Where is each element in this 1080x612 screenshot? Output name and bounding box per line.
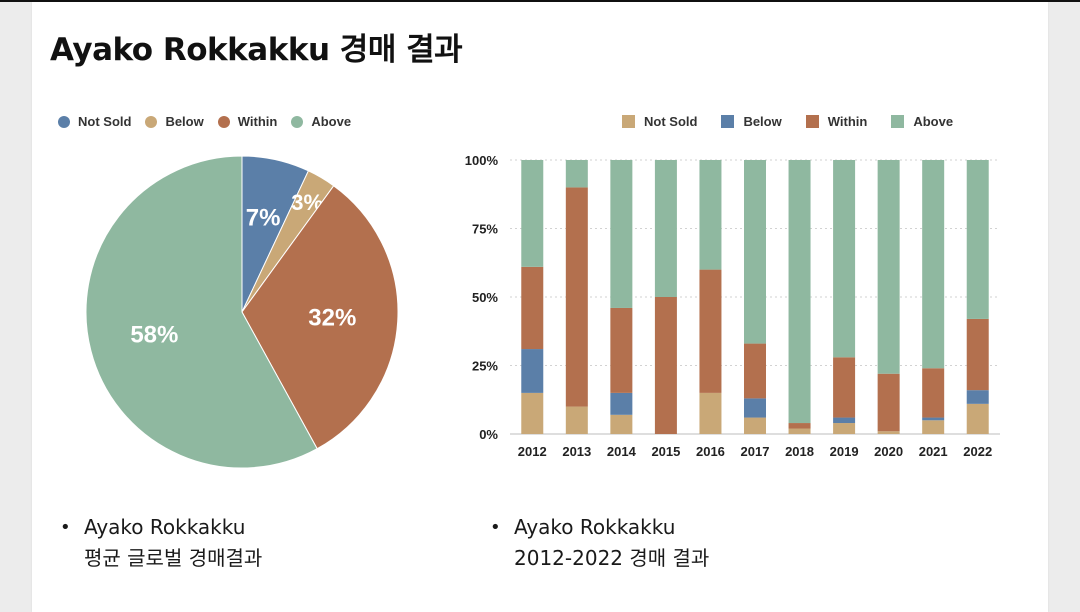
legend-label: Below [165,114,204,129]
bar-segment-above [610,160,633,308]
top-border [0,0,1080,2]
legend-swatch [58,115,70,128]
legend-swatch [291,115,304,128]
legend-swatch [217,115,230,128]
bar-segment-above [654,160,677,297]
bar-legend-above: Above [891,114,953,129]
x-tick-label: 2022 [963,444,992,459]
y-tick-label: 0% [479,427,498,442]
bar-segment-above [966,160,989,319]
y-tick-label: 50% [472,290,498,305]
pie-value-label: 32% [308,305,356,332]
x-tick-label: 2017 [741,444,770,459]
bar-legend-below: Below [721,114,782,129]
bar-segment-not-sold [610,414,633,434]
bar-segment-within [744,343,766,399]
x-tick-label: 2012 [518,444,547,459]
bar-segment-above [744,160,766,344]
y-tick-label: 75% [472,222,498,237]
bar-segment-within [788,423,811,429]
bar-segment-above [565,160,588,188]
pie-legend-above: Above [291,114,351,129]
bullet-line-1: Ayako Rokkakku [514,515,676,539]
bar-segment-not-sold [565,406,588,434]
pie-legend-below: Below [145,114,204,129]
bar-legend-within: Within [805,114,868,129]
legend-label: Within [827,114,868,129]
bar-segment-below [966,390,989,404]
bar-segment-below [744,398,766,418]
bullet-dot: • [60,517,71,538]
bar-segment-below [833,417,856,424]
x-tick-label: 2018 [785,444,814,459]
bullet-bar-caption: • Ayako Rokkakku 2012-2022 경매 결과 [490,512,710,574]
legend-swatch [721,115,735,128]
y-tick-label: 100% [465,153,499,168]
pie-value-label: 7% [246,205,281,232]
bar-segment-not-sold [699,392,722,434]
legend-swatch [145,115,158,128]
legend-label: Above [913,114,954,129]
bar-segment-not-sold [922,420,945,434]
bullet-line-2: 2012-2022 경매 결과 [514,546,710,570]
bar-segment-above [521,160,544,267]
x-tick-label: 2013 [562,444,591,459]
legend-swatch [622,115,635,128]
x-tick-label: 2020 [874,444,903,459]
bar-segment-within [877,373,900,432]
bar-segment-within [699,269,722,393]
bullet-line-1: Ayako Rokkakku [84,515,246,539]
legend-label: Not Sold [644,114,698,129]
bar-segment-below [922,417,945,421]
bar-segment-not-sold [521,392,544,434]
pie-value-label: 58% [130,322,178,349]
bar-segment-above [877,160,900,374]
pie-legend-not-sold: Not Sold [58,114,131,129]
bar-segment-within [565,187,588,407]
bullet-dot: • [490,517,501,538]
bar-segment-not-sold [966,403,989,434]
x-tick-label: 2014 [607,444,637,459]
bar-segment-within [521,266,544,350]
legend-label: Below [743,114,782,129]
bar-segment-within [966,318,989,391]
bullet-pie-caption: • Ayako Rokkakku 평균 글로벌 경매결과 [60,512,263,574]
x-tick-label: 2016 [696,444,725,459]
legend-swatch [805,115,819,128]
bar-segment-not-sold [788,428,811,434]
bar-segment-within [610,307,633,393]
bar-segment-below [521,349,544,393]
bar-legend: Not Sold Below Within Above [622,114,953,129]
y-tick-label: 25% [472,359,498,374]
bar-segment-above [833,160,856,358]
legend-label: Above [311,114,352,129]
bar-segment-within [654,297,677,434]
x-tick-label: 2015 [651,444,680,459]
legend-swatch [891,115,905,128]
bar-segment-not-sold [877,431,900,434]
pie-legend-within: Within [217,114,278,129]
legend-label: Within [237,114,278,129]
bar-segment-not-sold [744,417,766,434]
x-tick-label: 2019 [830,444,859,459]
x-tick-label: 2021 [919,444,948,459]
bar-segment-above [788,160,811,424]
bar-segment-above [922,160,945,369]
bar-segment-below [610,392,633,415]
pie-legend: Not Sold Below Within Above [58,114,351,129]
legend-label: Not Sold [78,114,132,129]
bar-segment-within [833,357,856,418]
bar-segment-above [699,160,722,270]
bar-legend-not-sold: Not Sold [622,114,697,129]
bullet-line-2: 평균 글로벌 경매결과 [84,546,263,570]
page-title: Ayako Rokkakku 경매 결과 [50,32,463,68]
pie-slice-above [85,155,318,469]
bar-segment-not-sold [833,423,856,434]
bar-segment-within [922,368,945,418]
pie-slice-within [241,185,399,450]
